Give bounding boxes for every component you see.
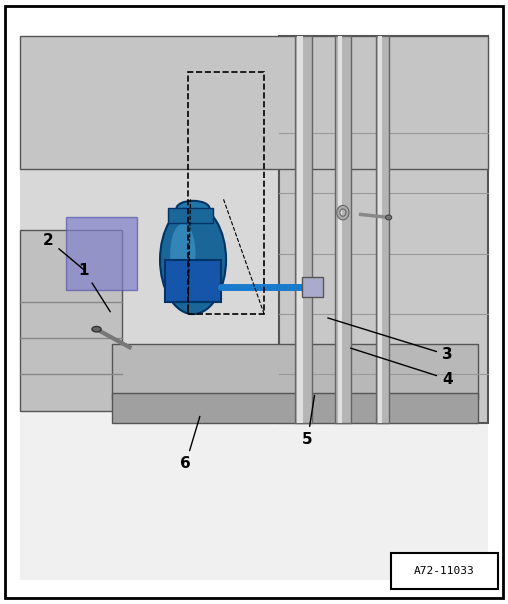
FancyBboxPatch shape	[391, 553, 498, 589]
Point	[386, 214, 392, 221]
Text: 6: 6	[180, 416, 200, 471]
Point	[485, 129, 491, 137]
FancyBboxPatch shape	[112, 344, 478, 399]
Point	[276, 129, 282, 137]
FancyBboxPatch shape	[20, 36, 488, 411]
Point	[485, 250, 491, 257]
Line: 2 pts: 2 pts	[97, 329, 130, 347]
Point	[276, 250, 282, 257]
FancyBboxPatch shape	[20, 36, 488, 169]
Point	[276, 371, 282, 378]
Text: 5: 5	[302, 396, 314, 447]
Point	[119, 371, 125, 378]
FancyBboxPatch shape	[20, 350, 488, 580]
FancyBboxPatch shape	[376, 36, 389, 423]
Point	[218, 283, 224, 291]
Ellipse shape	[170, 223, 196, 284]
Text: 4: 4	[351, 348, 453, 387]
Point	[485, 371, 491, 378]
FancyBboxPatch shape	[297, 36, 302, 423]
Point	[17, 335, 23, 342]
Point	[17, 371, 23, 378]
Point	[276, 190, 282, 197]
Point	[485, 310, 491, 318]
Line: 2 pts: 2 pts	[361, 214, 389, 217]
Ellipse shape	[386, 215, 392, 220]
FancyBboxPatch shape	[165, 260, 221, 302]
Text: 3: 3	[328, 318, 453, 362]
Text: A72-11033: A72-11033	[414, 566, 475, 576]
FancyBboxPatch shape	[168, 208, 213, 223]
FancyBboxPatch shape	[302, 277, 323, 297]
Point	[119, 335, 125, 342]
Point	[126, 344, 133, 351]
FancyBboxPatch shape	[20, 230, 122, 411]
FancyBboxPatch shape	[279, 36, 488, 423]
Ellipse shape	[92, 326, 101, 332]
FancyBboxPatch shape	[66, 217, 137, 290]
Ellipse shape	[176, 201, 209, 216]
Text: 1: 1	[79, 263, 110, 312]
FancyBboxPatch shape	[295, 36, 312, 423]
Point	[93, 326, 100, 333]
Point	[302, 283, 308, 291]
Point	[119, 298, 125, 306]
FancyBboxPatch shape	[112, 393, 478, 423]
FancyBboxPatch shape	[378, 36, 382, 423]
Ellipse shape	[160, 205, 226, 314]
FancyBboxPatch shape	[338, 36, 342, 423]
Point	[17, 298, 23, 306]
Point	[485, 190, 491, 197]
Text: 2: 2	[43, 233, 84, 270]
Point	[276, 310, 282, 318]
Point	[358, 211, 364, 218]
FancyBboxPatch shape	[335, 36, 351, 423]
